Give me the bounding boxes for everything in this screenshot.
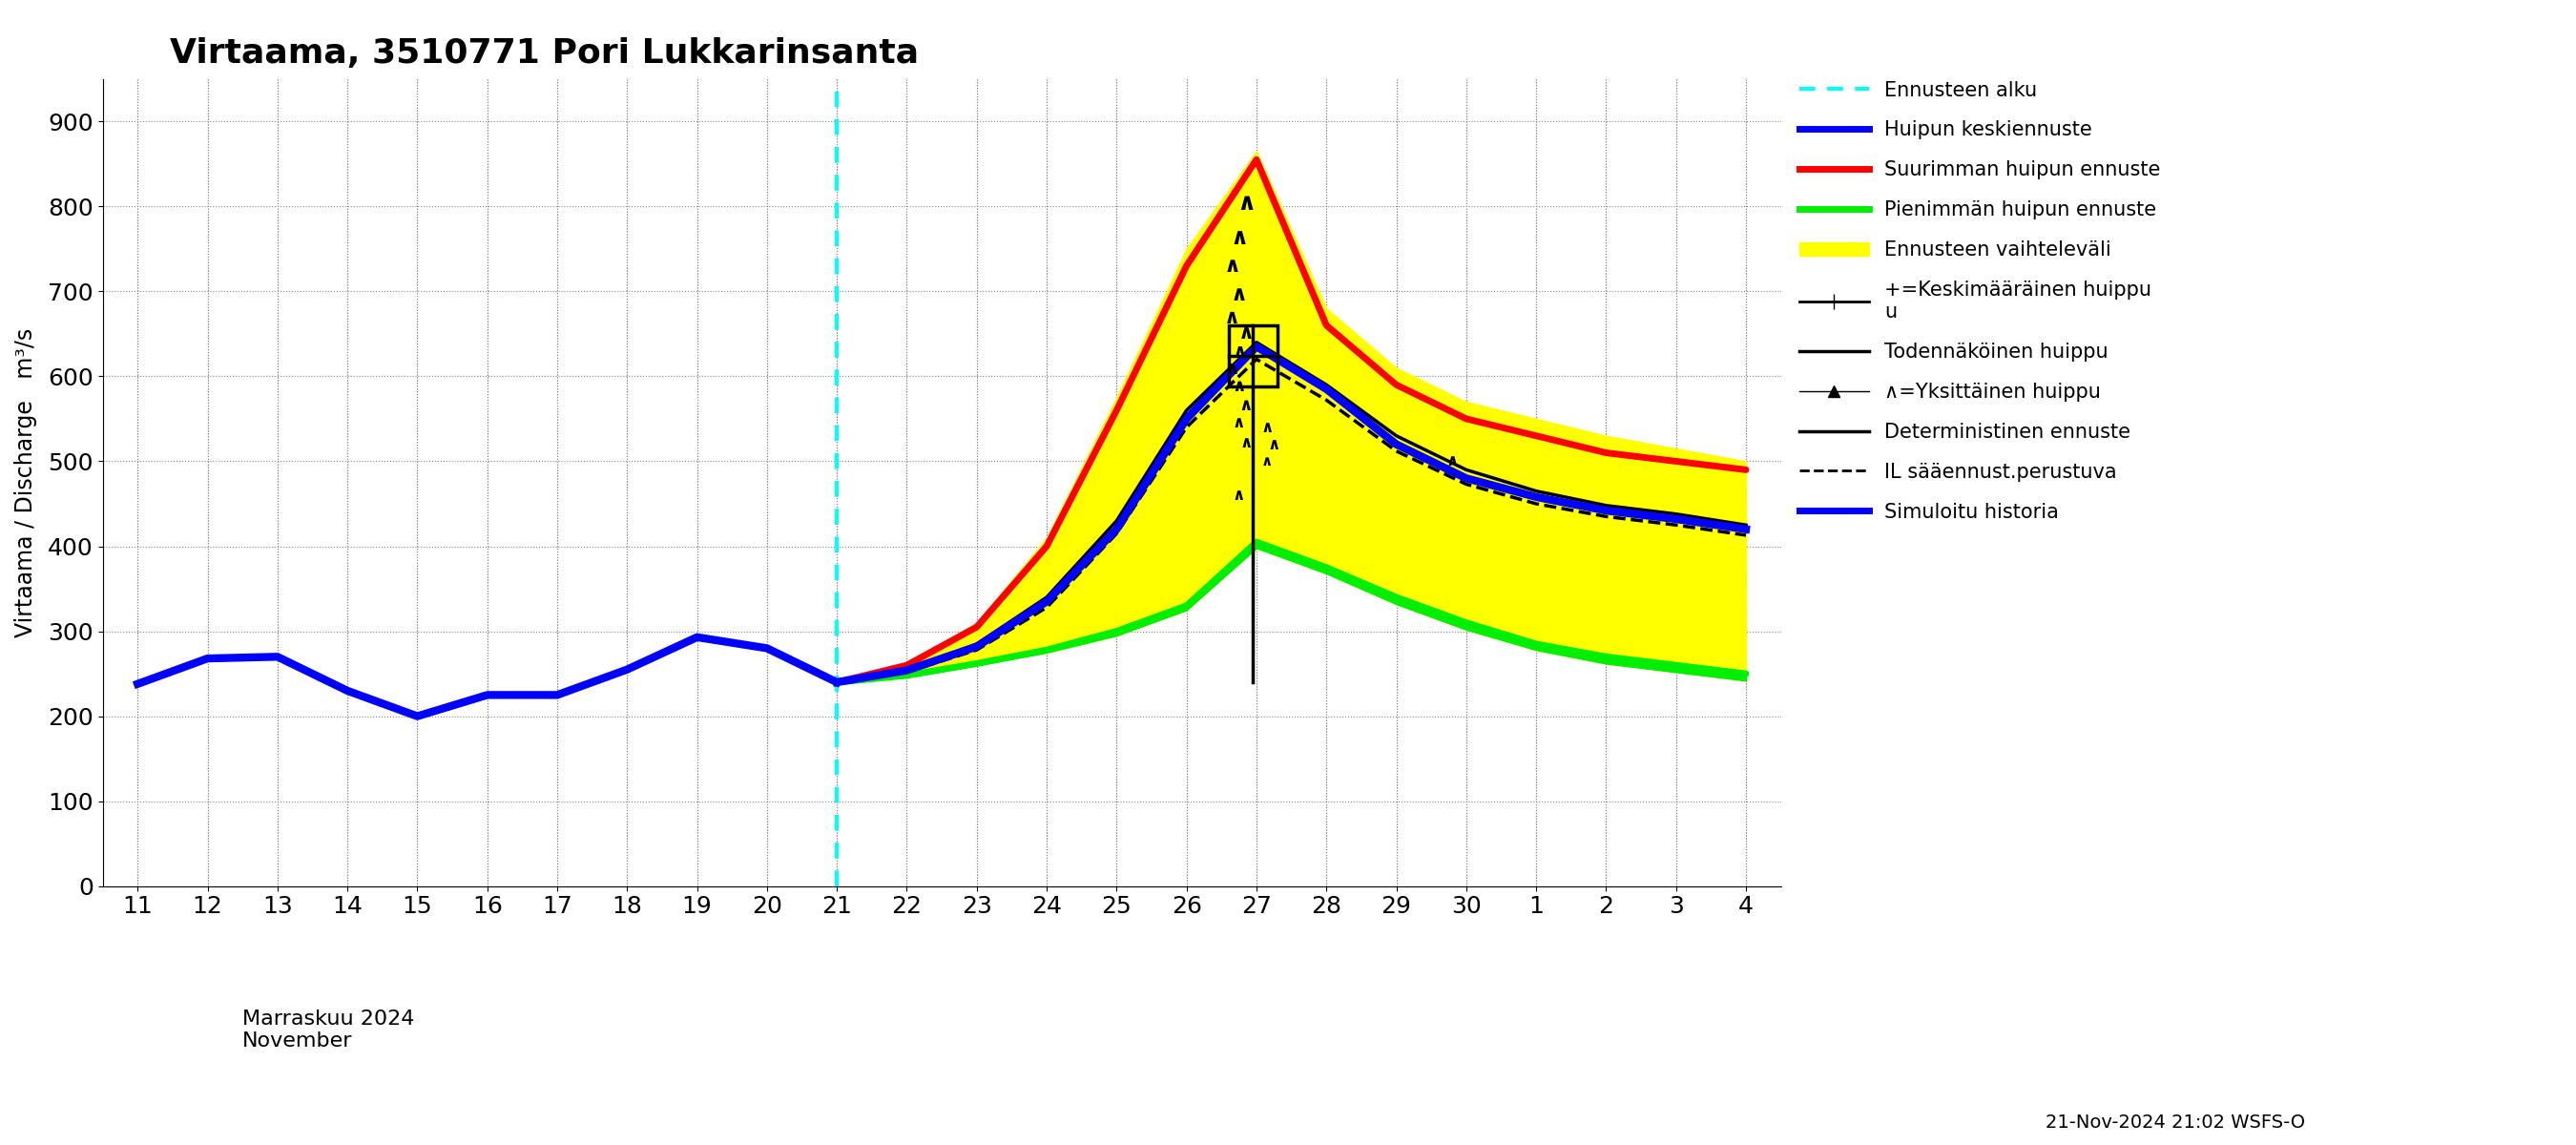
Text: ∧: ∧ xyxy=(1231,414,1244,432)
Text: ∧: ∧ xyxy=(1239,397,1252,414)
Bar xyxy=(1229,325,1278,387)
Text: ∧: ∧ xyxy=(1260,419,1273,436)
Text: ∧: ∧ xyxy=(1239,323,1255,342)
Text: ∧: ∧ xyxy=(1231,285,1247,305)
Y-axis label: Virtaama / Discharge   m³/s: Virtaama / Discharge m³/s xyxy=(15,327,36,638)
Text: ∧: ∧ xyxy=(1231,487,1244,504)
Text: ∧: ∧ xyxy=(1236,192,1255,215)
Text: ∧: ∧ xyxy=(1445,452,1458,469)
Text: ∧: ∧ xyxy=(1224,360,1239,378)
Text: ∧: ∧ xyxy=(1262,453,1273,468)
Text: ∧: ∧ xyxy=(1267,435,1280,452)
Text: Marraskuu 2024
November: Marraskuu 2024 November xyxy=(242,1010,415,1051)
Text: 21-Nov-2024 21:02 WSFS-O: 21-Nov-2024 21:02 WSFS-O xyxy=(2045,1113,2306,1131)
Text: ∧: ∧ xyxy=(1229,226,1249,248)
Text: ∧: ∧ xyxy=(1231,378,1247,395)
Text: ∧: ∧ xyxy=(1224,308,1239,327)
Text: Virtaama, 3510771 Pori Lukkarinsanta: Virtaama, 3510771 Pori Lukkarinsanta xyxy=(170,37,920,70)
Text: ∧: ∧ xyxy=(1239,434,1252,451)
Text: ∧: ∧ xyxy=(1231,342,1247,361)
Legend: Ennusteen alku, Huipun keskiennuste, Suurimman huipun ennuste, Pienimmän huipun : Ennusteen alku, Huipun keskiennuste, Suu… xyxy=(1798,81,2161,521)
Text: ∧: ∧ xyxy=(1224,256,1242,276)
